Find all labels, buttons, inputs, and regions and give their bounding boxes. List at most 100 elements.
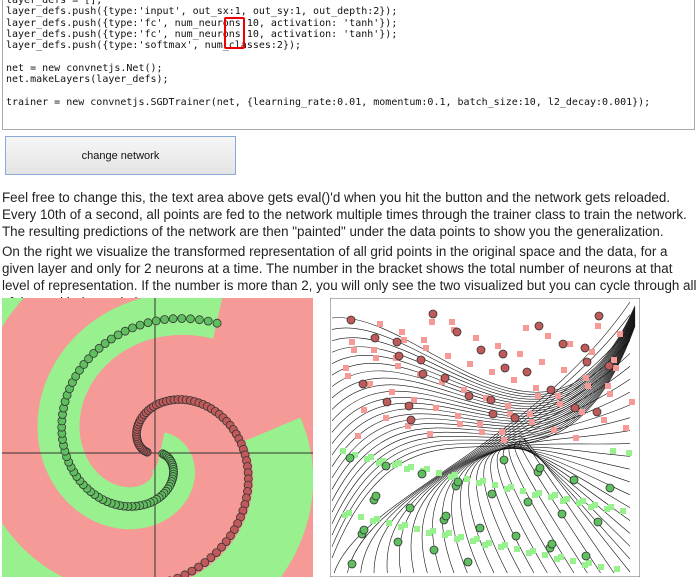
grid-point <box>408 464 414 470</box>
grid-point <box>607 391 613 397</box>
point <box>546 385 556 395</box>
mesh-line <box>331 315 636 433</box>
grid-point <box>340 448 346 454</box>
point <box>359 525 369 535</box>
point <box>358 379 368 389</box>
grid-point <box>424 466 430 472</box>
grid-point <box>367 381 373 387</box>
code-block: net = new convnetjs.Net(); net.makeLayers… <box>6 63 694 86</box>
mesh-line <box>331 309 636 402</box>
grid-point <box>355 433 361 439</box>
mesh-line <box>331 317 636 456</box>
point <box>592 407 602 417</box>
grid-point <box>401 337 407 343</box>
grid-point <box>610 448 616 454</box>
code-block: layer_defs = []; layer_defs.push({type:'i… <box>6 0 694 51</box>
mesh-line <box>331 312 636 410</box>
mesh-line <box>331 306 636 395</box>
grid-point <box>542 552 548 558</box>
highlight-box <box>224 17 245 49</box>
grid-point <box>592 502 598 508</box>
mesh-line <box>333 301 631 574</box>
point <box>173 573 182 577</box>
mesh-line <box>360 327 631 574</box>
point <box>89 349 98 358</box>
grid-point <box>461 387 467 393</box>
grid-point <box>392 462 398 468</box>
point <box>404 401 414 411</box>
grid-point <box>580 498 586 504</box>
grid-point <box>623 425 629 431</box>
grid-point <box>526 550 532 556</box>
point <box>371 491 381 501</box>
grid-point <box>364 456 370 462</box>
point <box>582 357 592 367</box>
point <box>453 477 463 487</box>
grid-point <box>455 413 461 419</box>
grid-point <box>611 357 617 363</box>
point <box>186 314 195 324</box>
grid-point <box>489 369 495 375</box>
grid-point <box>548 494 554 500</box>
point <box>605 483 615 493</box>
grid-point <box>551 427 557 433</box>
grid-point <box>589 349 595 355</box>
grid-point <box>358 514 364 520</box>
grid-point <box>495 343 501 349</box>
mesh-line <box>451 430 631 574</box>
grid-point <box>377 321 383 327</box>
point <box>94 343 104 353</box>
point <box>500 363 510 373</box>
grid-point <box>482 542 488 548</box>
mesh-line <box>508 444 631 574</box>
grid-point <box>446 530 452 536</box>
point <box>168 314 178 324</box>
grid-point <box>376 460 382 466</box>
grid-point <box>361 407 367 413</box>
code-textarea[interactable]: layer_defs = []; layer_defs.push({type:'i… <box>2 0 695 130</box>
point <box>347 559 357 569</box>
mesh-line <box>483 448 631 574</box>
point <box>511 531 521 541</box>
grid-point <box>613 365 619 371</box>
point <box>440 373 450 383</box>
point <box>128 323 137 333</box>
code-line: layer_defs = []; <box>6 0 103 6</box>
grid-point <box>464 476 470 482</box>
change-network-button[interactable]: change network <box>5 136 236 175</box>
grid-point <box>368 454 374 460</box>
point <box>429 545 439 555</box>
point <box>211 548 221 558</box>
point <box>475 523 485 533</box>
grid-point <box>514 546 520 552</box>
point <box>200 558 210 567</box>
code-line: layer_defs.push({type:'fc', num_neurons:… <box>6 28 398 40</box>
grid-point <box>386 520 392 526</box>
point <box>221 537 231 547</box>
grid-point <box>452 472 458 478</box>
grid-point <box>383 415 389 421</box>
point <box>510 413 520 423</box>
grid-point <box>370 518 376 524</box>
point <box>187 566 197 576</box>
point <box>523 497 533 507</box>
transform-canvas <box>330 298 640 577</box>
grid-point <box>505 403 511 409</box>
grid-point <box>507 411 513 417</box>
paragraph: On the right we visualize the transforme… <box>2 244 697 310</box>
point <box>418 369 428 379</box>
point <box>405 503 415 513</box>
grid-point <box>533 385 539 391</box>
grid-point <box>604 506 610 512</box>
point <box>581 551 591 561</box>
grid-point <box>480 478 486 484</box>
point <box>206 553 216 563</box>
point <box>416 355 426 365</box>
grid-point <box>585 383 591 389</box>
grid-point <box>554 556 560 562</box>
point <box>488 409 498 419</box>
point <box>441 511 451 521</box>
point <box>557 509 567 519</box>
grid-point <box>586 560 592 566</box>
grid-point <box>404 466 410 472</box>
